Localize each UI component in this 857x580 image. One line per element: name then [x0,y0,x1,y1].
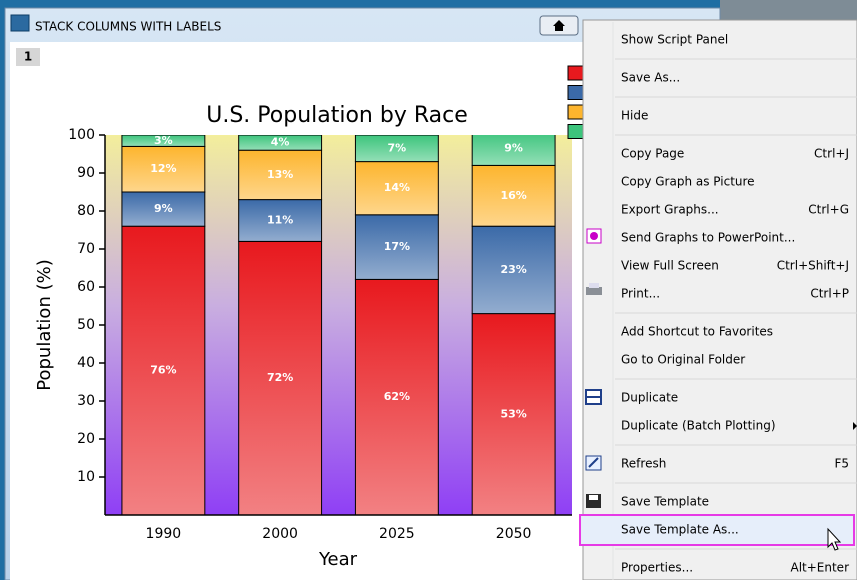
x-axis-title: Year [318,549,358,570]
home-icon [553,20,565,31]
menu-item-shortcut: Ctrl+J [814,147,849,161]
y-tick-label: 40 [77,355,95,371]
data-label: 11% [267,214,293,227]
bar-segment [354,278,439,515]
data-label: 17% [384,240,410,253]
bar-segment [354,135,439,163]
menu-item-label[interactable]: Save As... [621,71,680,85]
menu-item-label[interactable]: Send Graphs to PowerPoint... [621,231,795,245]
layer-tab-label: 1 [24,50,32,64]
y-axis-title: Population (%) [34,259,55,390]
y-tick-label: 70 [77,241,95,257]
menu-item-label[interactable]: Copy Graph as Picture [621,175,755,189]
context-menu: Show Script Panel Save As... Hide Copy Page… [579,19,857,580]
chart: U.S. Population by Race Year Population … [34,65,587,570]
mouse-cursor [827,527,842,551]
y-tick-label: 20 [77,431,95,447]
y-tick-label: 80 [77,203,95,219]
menu-item-shortcut: Ctrl+P [810,287,849,301]
menu-item-label[interactable]: Copy Page [621,147,684,161]
x-tick-label: 2050 [496,526,532,542]
menu-item-label[interactable]: Duplicate [621,391,678,405]
powerpoint-icon-dot [590,232,598,240]
bar-segment [471,164,556,227]
bar-segment [238,135,323,151]
menu-item-label[interactable]: Save Template [621,495,709,509]
menu-item-shortcut: F5 [834,457,849,471]
plot-area: 76% 9% 12% 3% 72% 11% 13% 4% 62% 17% 14% 7% 53% 23% 16… [121,134,556,515]
window-title: STACK COLUMNS WITH LABELS [35,20,221,34]
menu-item-label[interactable]: Duplicate (Batch Plotting) [621,419,776,433]
save-template-icon-label [589,495,598,500]
menu-item-highlight [579,514,855,546]
menu-item-label[interactable]: Show Script Panel [621,33,728,47]
x-tick-label: 2025 [379,526,415,542]
menu-panel [582,19,857,580]
menu-item-label[interactable]: Add Shortcut to Favorites [621,325,773,339]
x-tick-label: 2000 [262,526,298,542]
data-label: 12% [150,162,176,175]
bar-segment [471,313,556,515]
y-tick-label: 30 [77,393,95,409]
y-tick-label: 100 [68,127,95,143]
chart-title: U.S. Population by Race [206,103,468,128]
data-label: 9% [154,202,173,215]
x-tick-label: 1990 [146,526,182,542]
bar-segment [121,135,206,147]
data-label: 14% [384,181,410,194]
submenu-arrow [853,422,857,430]
bar-segment [121,191,206,227]
data-label: 72% [267,371,293,384]
layer-tab[interactable] [16,48,40,66]
data-label: 7% [388,141,407,154]
data-label: 53% [500,407,526,420]
bar-segment [471,135,556,166]
data-label: 23% [500,263,526,276]
refresh-icon-stroke [588,457,599,468]
print-icon-paper [589,283,599,288]
menu-item-label[interactable]: Save Template As... [621,523,739,537]
menu-item-label: Go to Original Folder [621,353,745,367]
data-label: 16% [500,189,526,202]
data-label: 9% [504,141,523,154]
menu-item-shortcut: Ctrl+Shift+J [777,259,849,273]
data-label: 62% [384,390,410,403]
bar-segment [238,240,323,515]
data-label: 13% [267,168,293,181]
menu-item-label[interactable]: Properties... [621,561,693,575]
menu-item-label[interactable]: Export Graphs... [621,203,719,217]
bar-segment [354,161,439,216]
data-label: 76% [150,364,176,377]
bar-segment [121,145,206,193]
y-tick-label: 90 [77,165,95,181]
y-tick-label: 50 [77,317,95,333]
y-tick-label: 60 [77,279,95,295]
data-label: 3% [154,134,173,147]
menu-item-shortcut: Ctrl+G [808,203,849,217]
data-label: 4% [271,136,290,149]
window-icon [10,14,30,32]
bar-segment [354,214,439,280]
menu-item-shortcut: Alt+Enter [790,561,849,575]
y-tick-label: 10 [77,469,95,485]
print-icon [586,287,602,295]
menu-item-label[interactable]: View Full Screen [621,259,719,273]
menu-item-label[interactable]: Hide [621,109,648,123]
menu-item-label[interactable]: Refresh [621,457,666,471]
menu-item-label[interactable]: Print... [621,287,660,301]
